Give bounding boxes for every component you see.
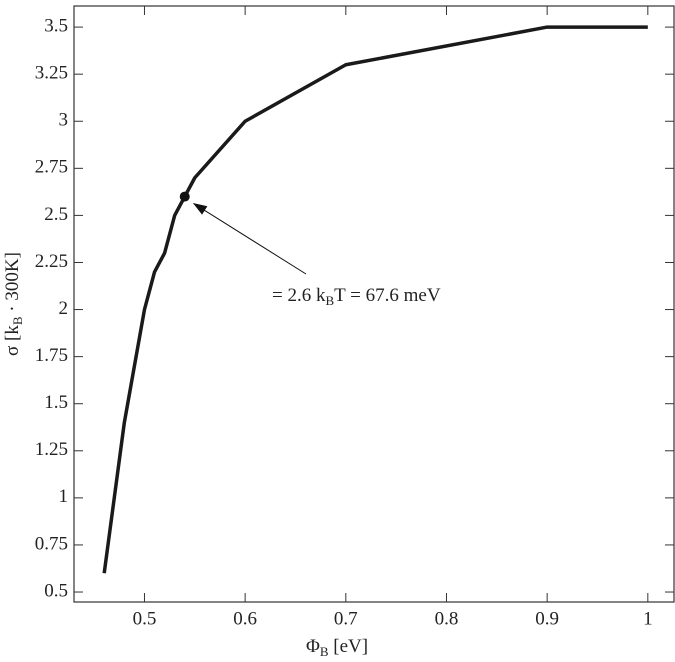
- annotation-point: [179, 191, 190, 202]
- x-axis-label: ΦB [eV]: [306, 636, 368, 659]
- x-label-symbol: Φ: [306, 636, 320, 657]
- y-tick-label: 3.25: [35, 63, 68, 84]
- x-tick-label: 0.7: [334, 608, 358, 629]
- y-axis-label: σ [kB · 300K]: [2, 252, 25, 356]
- annotation-arrow: [192, 203, 307, 275]
- annotation-after: T = 67.6 meV: [334, 285, 441, 306]
- y-tick-label: 1.75: [35, 345, 68, 366]
- y-tick-label: 3: [59, 110, 69, 131]
- y-tick-label: 1.5: [44, 392, 68, 413]
- annotation-before: = 2.6 k: [272, 285, 326, 306]
- y-tick-label: 2.5: [44, 204, 68, 225]
- y-tick-label: 0.5: [44, 580, 68, 601]
- annotation-subscript: B: [325, 293, 334, 308]
- y-tick-label: 2: [59, 298, 69, 319]
- y-tick-label: 0.75: [35, 533, 68, 554]
- x-tick-label: 0.9: [535, 608, 559, 629]
- x-label-unit: [eV]: [329, 636, 369, 657]
- y-tick-label: 2.25: [35, 251, 68, 272]
- plot-frame: [73, 5, 675, 603]
- data-line: [102, 25, 648, 574]
- x-tick-label: 0.6: [233, 608, 257, 629]
- y-label-subscript: B: [10, 316, 25, 325]
- y-tick-label: 1.25: [35, 439, 68, 460]
- y-tick-label: 2.75: [35, 157, 68, 178]
- x-label-subscript: B: [320, 644, 329, 659]
- y-label-symbol: σ [k: [2, 325, 23, 356]
- x-tick-label: 1: [643, 608, 653, 629]
- y-tick-label: 1: [59, 486, 69, 507]
- annotation-text: = 2.6 kBT = 67.6 meV: [272, 285, 441, 308]
- x-tick-label: 0.5: [133, 608, 157, 629]
- x-tick-label: 0.8: [435, 608, 459, 629]
- y-label-unit: · 300K]: [2, 252, 23, 316]
- y-tick-label: 3.5: [44, 15, 68, 36]
